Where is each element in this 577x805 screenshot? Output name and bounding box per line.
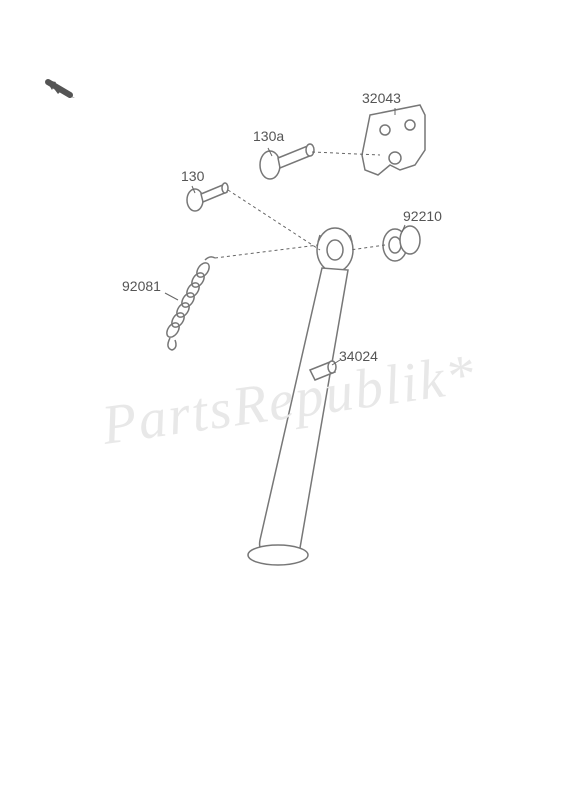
label-92081: 92081: [122, 278, 161, 294]
part-spring: [164, 257, 215, 350]
diagram-svg: [0, 0, 577, 800]
label-130: 130: [181, 168, 204, 184]
label-34024: 34024: [339, 348, 378, 364]
label-92210: 92210: [403, 208, 442, 224]
label-32043: 32043: [362, 90, 401, 106]
view-arrow-icon: [46, 80, 80, 98]
part-bolt-small: [187, 183, 228, 211]
parts-diagram: PartsRepublik* 32043 130a 130 92210 9208…: [0, 0, 577, 800]
part-nut: [383, 226, 420, 261]
part-bracket: [362, 105, 425, 175]
label-130a: 130a: [253, 128, 284, 144]
part-side-stand: [248, 228, 353, 565]
